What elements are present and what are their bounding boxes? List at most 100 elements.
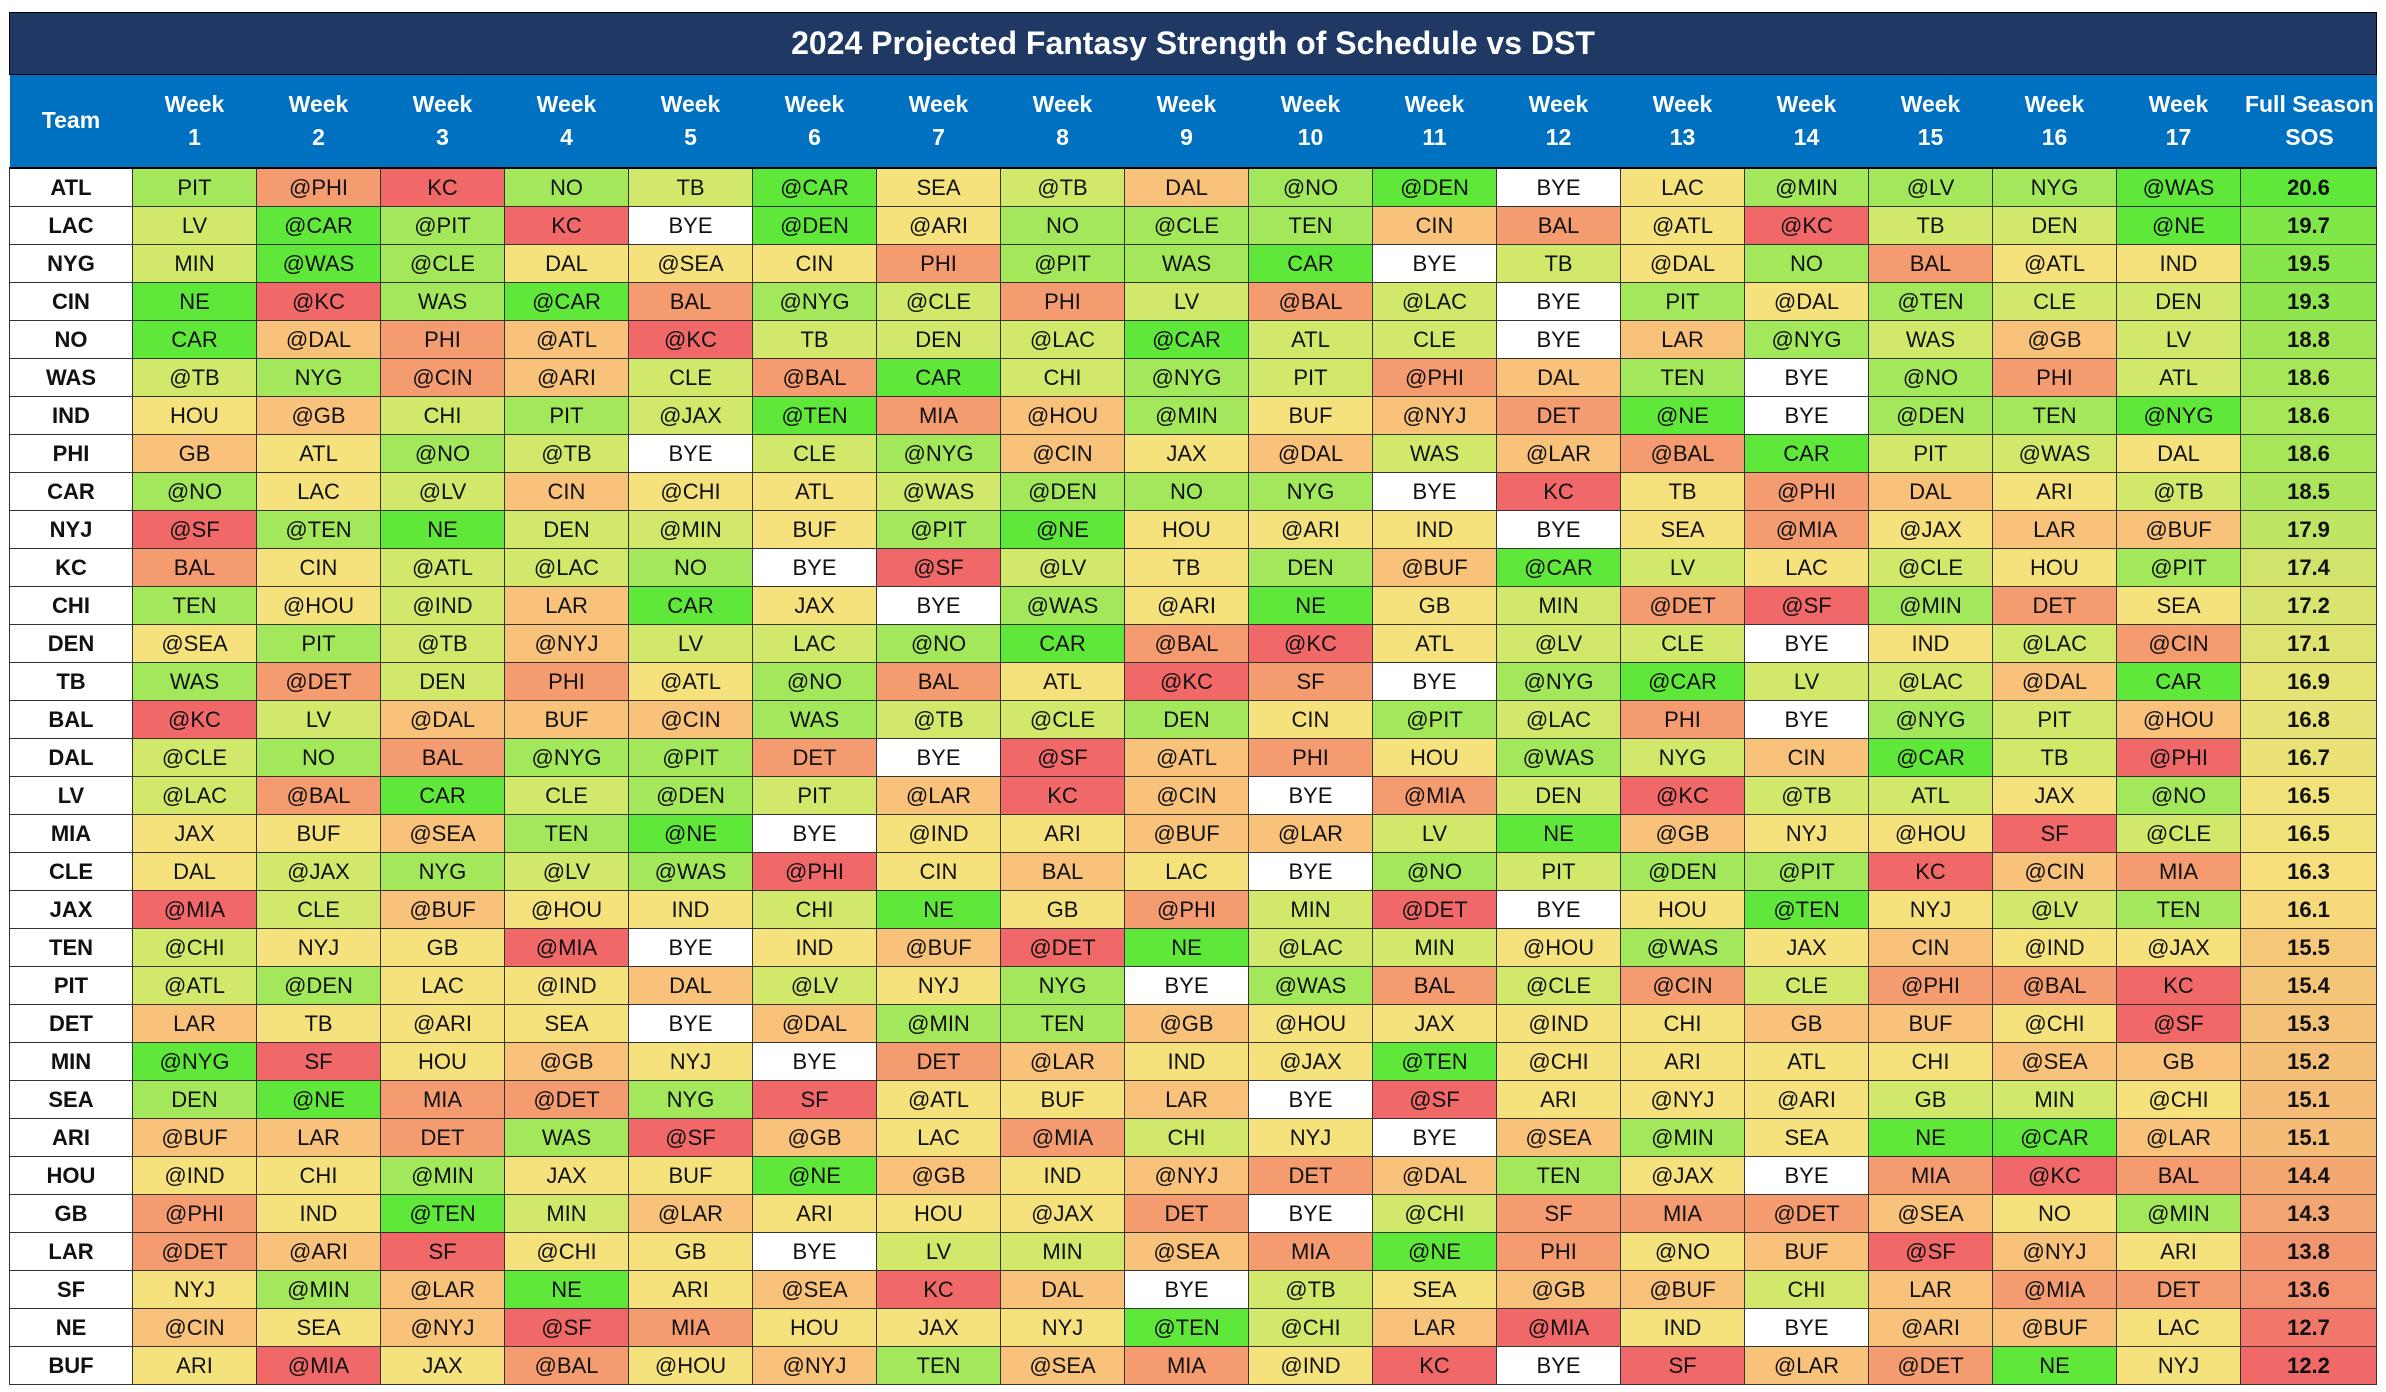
matchup-cell: TEN: [1992, 396, 2117, 435]
week-header: Week 1: [132, 75, 257, 169]
matchup-cell: CHI: [380, 396, 505, 435]
matchup-cell: @DEN: [1620, 852, 1745, 891]
week-header: Week 13: [1620, 75, 1745, 169]
matchup-cell: @TB: [132, 358, 257, 397]
matchup-cell: BYE: [1372, 1118, 1497, 1157]
team-name: TEN: [9, 928, 133, 967]
matchup-cell: @LAR: [876, 776, 1001, 815]
matchup-cell: SEA: [256, 1308, 381, 1347]
matchup-cell: SF: [1496, 1194, 1621, 1233]
week-header: Week 15: [1868, 75, 1993, 169]
matchup-cell: TB: [1496, 244, 1621, 283]
matchup-cell: @CAR: [752, 167, 877, 207]
matchup-cell: @NO: [1372, 852, 1497, 891]
matchup-cell: BAL: [628, 282, 753, 321]
matchup-cell: @TB: [504, 434, 629, 473]
matchup-cell: NYJ: [1248, 1118, 1373, 1157]
matchup-cell: @PHI: [256, 167, 381, 207]
matchup-cell: BYE: [1744, 624, 1869, 663]
matchup-cell: @NO: [132, 472, 257, 511]
team-name: LV: [9, 776, 133, 815]
matchup-cell: PHI: [380, 320, 505, 359]
matchup-cell: BAL: [1868, 244, 1993, 283]
matchup-cell: BYE: [1496, 890, 1621, 929]
matchup-cell: @SF: [1744, 586, 1869, 625]
matchup-cell: @SEA: [752, 1270, 877, 1309]
matchup-cell: @KC: [1124, 662, 1249, 701]
matchup-cell: JAX: [1992, 776, 2117, 815]
matchup-cell: TB: [1868, 206, 1993, 245]
matchup-cell: @MIN: [1744, 167, 1869, 207]
matchup-cell: DEN: [504, 510, 629, 549]
sos-value: 16.3: [2240, 852, 2377, 891]
matchup-cell: @BUF: [876, 928, 1001, 967]
matchup-cell: @BUF: [1124, 814, 1249, 853]
matchup-cell: KC: [380, 167, 505, 207]
team-row: DET LAR TB @ARI SEA BYE @DAL @MIN TEN @GB @HOU JAX @…: [9, 1004, 2377, 1043]
matchup-cell: KC: [1372, 1346, 1497, 1385]
matchup-cell: @TB: [2116, 472, 2241, 511]
team-row: NYG MIN @WAS @CLE DAL @SEA CIN PHI @PIT WAS CAR BYE…: [9, 244, 2377, 283]
matchup-cell: PIT: [504, 396, 629, 435]
matchup-cell: @HOU: [1248, 1004, 1373, 1043]
team-row: BAL @KC LV @DAL BUF @CIN WAS @TB @CLE DEN CIN @PIT @…: [9, 700, 2377, 739]
matchup-cell: DEN: [876, 320, 1001, 359]
matchup-cell: @HOU: [2116, 700, 2241, 739]
matchup-cell: BUF: [1868, 1004, 1993, 1043]
matchup-cell: @MIN: [2116, 1194, 2241, 1233]
matchup-cell: CAR: [132, 320, 257, 359]
sos-value: 18.6: [2240, 434, 2377, 473]
matchup-cell: NYJ: [1744, 814, 1869, 853]
sos-value: 14.3: [2240, 1194, 2377, 1233]
matchup-cell: @DAL: [380, 700, 505, 739]
team-name: MIA: [9, 814, 133, 853]
matchup-cell: BYE: [752, 814, 877, 853]
matchup-cell: @NYJ: [752, 1346, 877, 1385]
matchup-cell: @SEA: [380, 814, 505, 853]
matchup-cell: @PHI: [752, 852, 877, 891]
matchup-cell: KC: [2116, 966, 2241, 1005]
week-header-text: Week 5: [660, 90, 721, 150]
matchup-cell: @JAX: [256, 852, 381, 891]
matchup-cell: @NYG: [1868, 700, 1993, 739]
sos-value: 17.2: [2240, 586, 2377, 625]
matchup-cell: LAR: [132, 1004, 257, 1043]
team-row: LV @LAC @BAL CAR CLE @DEN PIT @LAR KC @CIN BYE @MIA…: [9, 776, 2377, 815]
matchup-cell: @KC: [256, 282, 381, 321]
team-row: GB @PHI IND @TEN MIN @LAR ARI HOU @JAX DET BYE @CHI…: [9, 1194, 2377, 1233]
sos-value: 14.4: [2240, 1156, 2377, 1195]
sos-header-text: Full Season SOS: [2244, 90, 2375, 150]
week-header-text: Week 11: [1404, 90, 1465, 150]
matchup-cell: NYJ: [2116, 1346, 2241, 1385]
matchup-cell: @TB: [1000, 167, 1125, 207]
matchup-cell: @WAS: [1496, 738, 1621, 777]
matchup-cell: @DEN: [628, 776, 753, 815]
team-name: NYG: [9, 244, 133, 283]
matchup-cell: @MIN: [256, 1270, 381, 1309]
matchup-cell: @IND: [876, 814, 1001, 853]
matchup-cell: DEN: [380, 662, 505, 701]
matchup-cell: TB: [1992, 738, 2117, 777]
matchup-cell: SF: [1620, 1346, 1745, 1385]
matchup-cell: CLE: [1372, 320, 1497, 359]
team-row: NO CAR @DAL PHI @ATL @KC TB DEN @LAC @CAR ATL CLE BY…: [9, 320, 2377, 359]
sos-value: 15.1: [2240, 1118, 2377, 1157]
matchup-cell: DET: [876, 1042, 1001, 1081]
matchup-cell: CIN: [1248, 700, 1373, 739]
matchup-cell: LAC: [2116, 1308, 2241, 1347]
sos-value: 16.1: [2240, 890, 2377, 929]
team-name: CIN: [9, 282, 133, 321]
matchup-cell: CHI: [256, 1156, 381, 1195]
matchup-cell: @LAR: [2116, 1118, 2241, 1157]
matchup-cell: @MIA: [256, 1346, 381, 1385]
sos-value: 12.7: [2240, 1308, 2377, 1347]
matchup-cell: CIN: [504, 472, 629, 511]
team-name: DAL: [9, 738, 133, 777]
matchup-cell: @WAS: [256, 244, 381, 283]
matchup-cell: WAS: [1868, 320, 1993, 359]
matchup-cell: @SF: [1000, 738, 1125, 777]
matchup-cell: CLE: [1620, 624, 1745, 663]
matchup-cell: CHI: [1000, 358, 1125, 397]
matchup-cell: NYJ: [132, 1270, 257, 1309]
matchup-cell: @TEN: [1372, 1042, 1497, 1081]
